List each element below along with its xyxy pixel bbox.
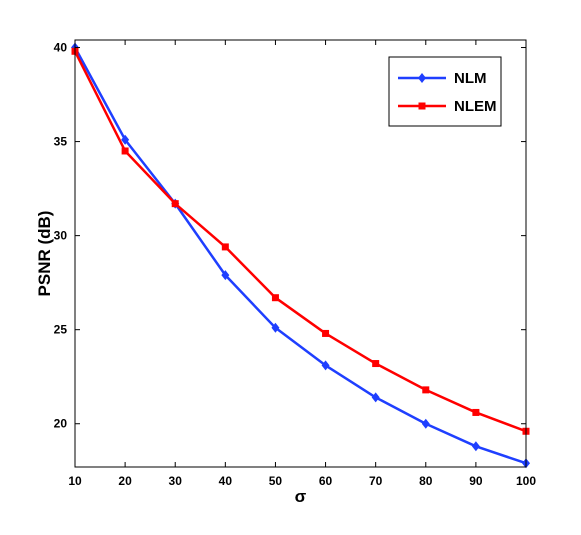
y-tick-label: 35: [54, 135, 68, 149]
x-tick-label: 40: [219, 474, 233, 488]
nlem-series-line: [73, 50, 527, 433]
x-axis-label: σ: [295, 487, 307, 506]
x-tick-label: 30: [169, 474, 183, 488]
nlm-data-point: [421, 418, 430, 429]
nlem-data-point: [221, 243, 229, 251]
nlm-data-point: [121, 134, 130, 145]
y-tick-label: 30: [54, 229, 68, 243]
plot-frame: [74, 39, 527, 468]
x-tick-label: 60: [319, 474, 333, 488]
tick-layer: 10 20 30 40 50 60 70 80 90 100 20 25 30 35 40: [54, 40, 536, 488]
nlem-data-point: [271, 294, 279, 302]
x-tick-label: 20: [118, 474, 132, 488]
y-tick-label: 25: [54, 323, 68, 337]
nlm-data-point: [371, 392, 380, 403]
nlm-data-point: [471, 441, 480, 452]
series-layer: [71, 42, 530, 469]
y-tick-label: 40: [54, 41, 68, 55]
nlm-data-point: [221, 270, 230, 281]
nlem-data-point: [121, 147, 129, 155]
legend-box: [388, 56, 502, 127]
nlm-data-point: [271, 322, 280, 333]
y-tick-label: 20: [54, 417, 68, 431]
nlm-series-line: [73, 46, 527, 465]
nlem-data-point: [422, 386, 430, 394]
y-axis-label: PSNR (dB): [35, 211, 54, 297]
x-tick-label: 10: [68, 474, 82, 488]
legend-nlm-label: NLM: [454, 70, 487, 87]
legend: NLM NLEM: [388, 56, 502, 127]
x-tick-label: 90: [469, 474, 483, 488]
nlem-data-point: [472, 408, 480, 416]
x-tick-label: 80: [419, 474, 433, 488]
x-tick-label: 70: [369, 474, 383, 488]
x-tick-label: 100: [516, 474, 536, 488]
nlem-data-point: [171, 200, 179, 208]
legend-nlem-marker: [418, 102, 426, 110]
nlem-data-point: [322, 329, 330, 337]
legend-nlm-marker: [418, 73, 426, 83]
x-tick-label: 50: [269, 474, 283, 488]
legend-nlem-label: NLEM: [454, 98, 497, 115]
nlm-data-point: [321, 360, 330, 371]
nlem-data-point: [372, 360, 380, 368]
